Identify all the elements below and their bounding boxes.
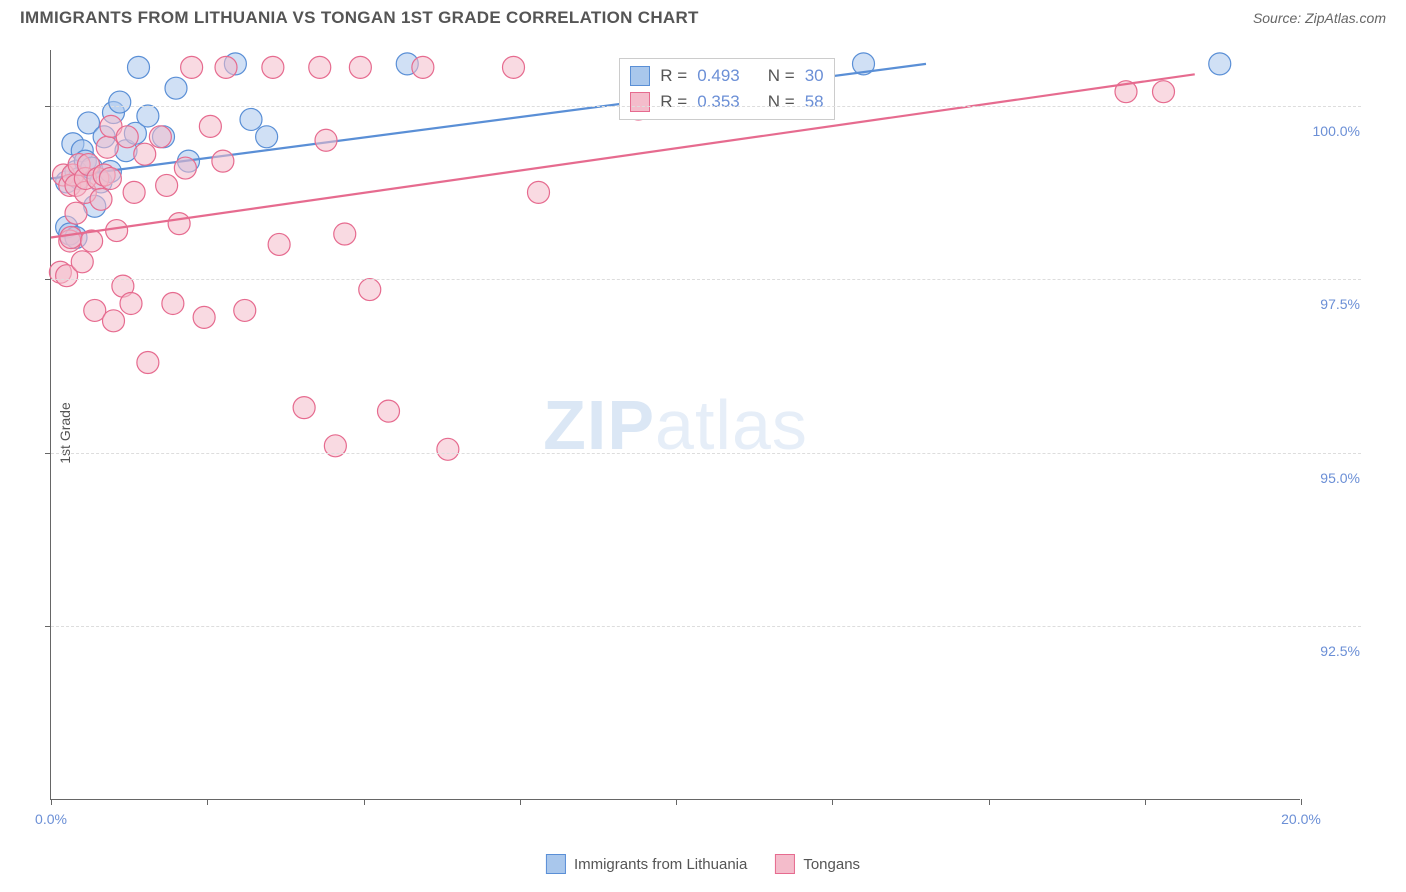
y-tick <box>45 626 51 627</box>
stats-r-label: R = <box>660 92 687 112</box>
x-tick <box>364 799 365 805</box>
gridline-h <box>51 626 1361 627</box>
scatter-point <box>174 157 196 179</box>
scatter-point <box>1153 81 1175 103</box>
y-tick-label: 97.5% <box>1305 296 1360 312</box>
source-value: ZipAtlas.com <box>1305 10 1386 26</box>
legend-swatch <box>546 854 566 874</box>
stats-box: R = 0.493 N = 30 R = 0.353 N = 58 <box>619 58 834 120</box>
chart-source: Source: ZipAtlas.com <box>1253 10 1386 26</box>
scatter-point <box>137 352 159 374</box>
scatter-point <box>90 188 112 210</box>
x-tick <box>1301 799 1302 805</box>
scatter-point <box>168 213 190 235</box>
scatter-point <box>96 136 118 158</box>
y-tick-label: 100.0% <box>1305 123 1360 139</box>
x-tick <box>832 799 833 805</box>
bottom-legend: Immigrants from Lithuania Tongans <box>546 854 860 874</box>
stats-swatch <box>630 92 650 112</box>
stats-n-value: 58 <box>805 92 824 112</box>
scatter-point <box>234 299 256 321</box>
chart-header: IMMIGRANTS FROM LITHUANIA VS TONGAN 1ST … <box>0 0 1406 32</box>
source-label: Source: <box>1253 10 1301 26</box>
scatter-point <box>120 292 142 314</box>
y-tick <box>45 279 51 280</box>
stats-n-label: N = <box>768 92 795 112</box>
y-tick <box>45 453 51 454</box>
stats-r-label: R = <box>660 66 687 86</box>
scatter-point <box>199 115 221 137</box>
scatter-point <box>334 223 356 245</box>
scatter-point <box>162 292 184 314</box>
scatter-point <box>103 310 125 332</box>
legend-swatch <box>775 854 795 874</box>
scatter-point <box>137 105 159 127</box>
scatter-point <box>71 251 93 273</box>
scatter-point <box>134 143 156 165</box>
scatter-point <box>1209 53 1231 75</box>
legend-label: Tongans <box>803 856 860 873</box>
x-tick <box>1145 799 1146 805</box>
scatter-point <box>215 56 237 78</box>
scatter-point <box>149 126 171 148</box>
legend-item: Immigrants from Lithuania <box>546 854 747 874</box>
scatter-point <box>349 56 371 78</box>
chart-title: IMMIGRANTS FROM LITHUANIA VS TONGAN 1ST … <box>20 8 699 28</box>
gridline-h <box>51 106 1361 107</box>
scatter-point <box>99 167 121 189</box>
scatter-point <box>106 220 128 242</box>
scatter-point <box>256 126 278 148</box>
chart-container: 1st Grade ZIPatlas R = 0.493N = 30R = 0.… <box>50 50 1360 800</box>
stats-r-value: 0.353 <box>697 92 740 112</box>
gridline-h <box>51 279 1361 280</box>
y-tick-label: 92.5% <box>1305 643 1360 659</box>
legend-item: Tongans <box>775 854 860 874</box>
gridline-h <box>51 453 1361 454</box>
stats-r-value: 0.493 <box>697 66 740 86</box>
scatter-point <box>165 77 187 99</box>
scatter-point <box>262 56 284 78</box>
x-tick-label: 0.0% <box>35 811 67 827</box>
y-tick-label: 95.0% <box>1305 470 1360 486</box>
x-tick <box>520 799 521 805</box>
plot-area: ZIPatlas R = 0.493N = 30R = 0.353N = 58 … <box>50 50 1300 800</box>
scatter-point <box>60 227 82 249</box>
plot-svg <box>51 50 1301 800</box>
scatter-point <box>156 174 178 196</box>
scatter-point <box>309 56 331 78</box>
scatter-point <box>268 233 290 255</box>
scatter-point <box>123 181 145 203</box>
scatter-point <box>437 438 459 460</box>
scatter-point <box>293 397 315 419</box>
scatter-point <box>193 306 215 328</box>
stats-row: R = 0.353 N = 58 <box>630 89 823 115</box>
stats-n-value: 30 <box>805 66 824 86</box>
scatter-point <box>65 202 87 224</box>
x-tick <box>51 799 52 805</box>
stats-swatch <box>630 66 650 86</box>
scatter-point <box>240 108 262 130</box>
scatter-point <box>412 56 434 78</box>
y-tick <box>45 106 51 107</box>
scatter-point <box>116 126 138 148</box>
scatter-point <box>315 129 337 151</box>
x-tick <box>989 799 990 805</box>
scatter-point <box>128 56 150 78</box>
legend-label: Immigrants from Lithuania <box>574 856 747 873</box>
scatter-point <box>503 56 525 78</box>
scatter-point <box>378 400 400 422</box>
scatter-point <box>109 91 131 113</box>
stats-n-label: N = <box>768 66 795 86</box>
scatter-point <box>212 150 234 172</box>
scatter-point <box>181 56 203 78</box>
x-tick-label: 20.0% <box>1281 811 1321 827</box>
x-tick <box>676 799 677 805</box>
scatter-point <box>528 181 550 203</box>
scatter-point <box>359 279 381 301</box>
stats-row: R = 0.493 N = 30 <box>630 63 823 89</box>
x-tick <box>207 799 208 805</box>
